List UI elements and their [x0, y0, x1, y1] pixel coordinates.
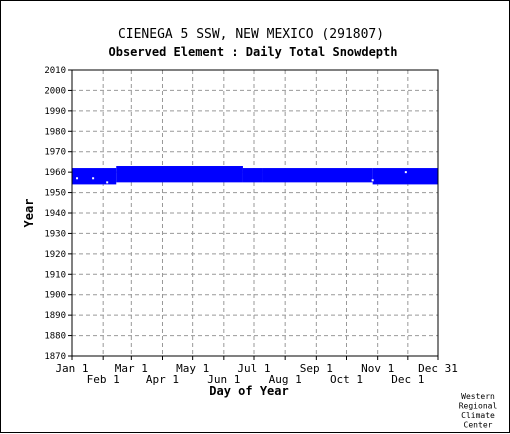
- y-tick-label: 1890: [44, 311, 66, 321]
- y-tick-label: 2010: [44, 66, 66, 76]
- y-tick-label: 1870: [44, 352, 66, 362]
- coverage-bar: [372, 168, 438, 185]
- y-axis-ticks: 1870 1880 1890 1900 1910 1920 1930 1940 1950 1960…: [44, 66, 72, 362]
- y-tick-label: 1960: [44, 168, 66, 178]
- x-tick-label: Nov 1: [361, 362, 394, 375]
- chart-title: CIENEGA 5 SSW, NEW MEXICO (291807): [118, 27, 384, 42]
- grid-lines: [72, 70, 438, 356]
- y-tick-label: 1900: [44, 291, 66, 301]
- missing-day-mark: [404, 171, 407, 174]
- missing-day-marks: [76, 171, 407, 184]
- y-tick-label: 1920: [44, 250, 66, 260]
- y-tick-label: 1910: [44, 270, 66, 280]
- y-tick-label: 1930: [44, 229, 66, 239]
- missing-day-mark: [76, 177, 79, 180]
- coverage-bar: [116, 166, 243, 183]
- coverage-bar: [242, 168, 263, 183]
- credit-line: Climate: [461, 411, 495, 420]
- x-tick-label: Jun 1: [207, 373, 240, 386]
- x-tick-label: May 1: [176, 362, 209, 375]
- x-tick-label: Aug 1: [269, 373, 302, 386]
- credit-line: Regional: [459, 402, 498, 411]
- coverage-bar: [262, 168, 373, 183]
- credit-line: Center: [464, 421, 493, 430]
- credit-line: Western: [461, 392, 495, 401]
- x-tick-label: Feb 1: [87, 373, 120, 386]
- x-tick-label: Mar 1: [115, 362, 148, 375]
- x-tick-label: Dec 1: [391, 373, 424, 386]
- coverage-bar: [72, 168, 117, 185]
- x-tick-label: Apr 1: [146, 373, 179, 386]
- chart-subtitle: Observed Element : Daily Total Snowdepth: [109, 45, 398, 59]
- missing-day-mark: [92, 177, 95, 180]
- missing-day-mark: [371, 179, 374, 182]
- x-tick-label: Sep 1: [300, 362, 333, 375]
- y-tick-label: 1970: [44, 148, 66, 158]
- y-tick-label: 1950: [44, 189, 66, 199]
- x-axis-label: Day of Year: [209, 384, 288, 398]
- y-tick-label: 1980: [44, 127, 66, 137]
- x-axis-ticks: Jan 1 Mar 1 May 1 Jul 1 Sep 1 Nov 1 Dec 31 Feb …: [55, 356, 458, 386]
- x-tick-label: Jul 1: [237, 362, 270, 375]
- y-axis-label: Year: [22, 199, 36, 228]
- x-tick-label: Jan 1: [55, 362, 88, 375]
- y-tick-label: 1940: [44, 209, 66, 219]
- y-tick-label: 2000: [44, 86, 66, 96]
- y-tick-label: 1990: [44, 107, 66, 117]
- coverage-bars: [72, 166, 438, 185]
- y-tick-label: 1880: [44, 332, 66, 342]
- x-tick-label: Oct 1: [330, 373, 363, 386]
- missing-day-mark: [106, 181, 109, 184]
- x-tick-label: Dec 31: [418, 362, 458, 375]
